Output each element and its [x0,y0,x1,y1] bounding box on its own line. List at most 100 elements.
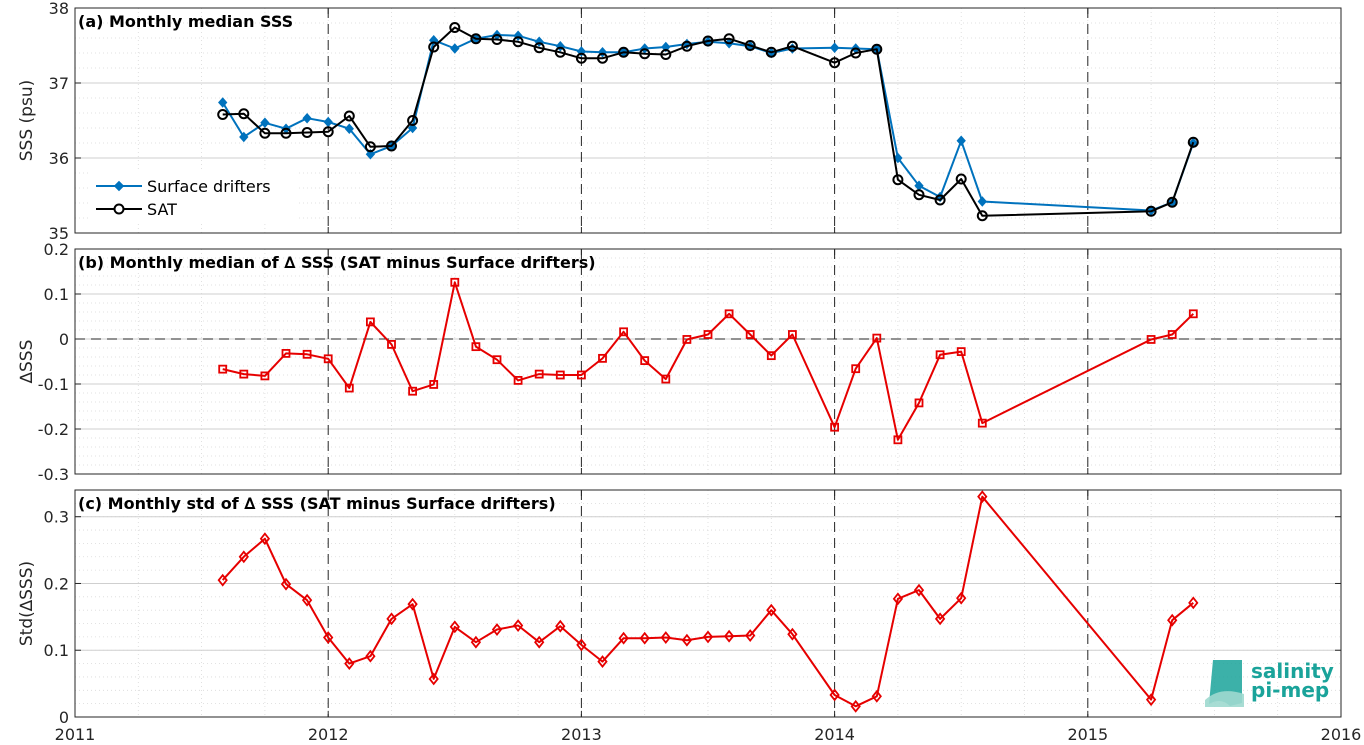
data-point [323,631,334,644]
data-point [280,127,292,139]
data-point [934,194,946,206]
data-point [744,40,756,51]
data-point [956,347,966,357]
data-point [786,40,798,52]
data-point [491,34,503,45]
data-point [829,42,840,54]
data-point [745,330,755,339]
y-tick-label: 0 [59,330,69,349]
data-point [449,22,461,33]
data-point [533,42,545,54]
series-delta-b [218,277,1198,445]
data-point [765,46,777,58]
y-tick-label: 38 [49,0,69,18]
data-point [301,593,313,607]
data-point [597,655,608,669]
data-point [407,597,418,611]
data-point [977,196,987,207]
data-point [851,364,861,374]
y-tick-label: -0.3 [38,465,69,484]
data-point [956,135,966,147]
y-tick-label: 36 [49,149,69,168]
data-point [555,619,566,633]
data-point [429,380,439,389]
data-point [365,649,376,663]
data-point [619,327,628,337]
data-point [428,672,439,686]
data-point [766,351,776,361]
data-point [661,374,671,384]
data-point [681,40,693,52]
data-point [766,603,777,617]
data-point [344,657,355,671]
panel-title: (b) Monthly median of ∆ SSS (SAT minus S… [78,253,596,272]
y-tick-label: 0.3 [44,508,69,527]
data-point [829,57,841,69]
x-tick-label: 2012 [308,725,349,744]
series-line [222,26,1195,217]
data-point [1145,693,1157,707]
y-axis-label: ∆SSS [17,340,37,385]
data-point [554,46,566,58]
data-point [407,122,418,134]
data-point [386,140,397,152]
x-tick-label: 2014 [814,725,855,744]
data-point [703,330,713,339]
data-point [723,629,735,643]
data-point [893,152,903,164]
y-tick-label: 0.2 [44,574,69,593]
series-line [221,495,1194,708]
panel-title: (c) Monthly std of ∆ SSS (SAT minus Surf… [78,494,556,513]
data-point [218,97,228,108]
data-point [1166,196,1178,208]
data-point [470,33,482,45]
data-point [323,354,333,364]
data-point [640,356,650,366]
data-point [829,688,840,702]
data-point [408,386,418,396]
data-point [787,627,798,641]
data-point [724,309,734,319]
data-point [238,108,250,120]
legend-sat-marker [113,203,125,215]
data-point [598,353,607,363]
data-point [618,46,630,58]
data-point [1167,330,1177,339]
data-point [682,335,692,344]
y-axis-label: Std(∆SSS) [17,561,37,646]
data-point [618,631,629,645]
data-point [577,370,586,380]
data-point [660,631,671,644]
data-point [661,41,671,53]
data-point [259,127,271,139]
data-point [976,210,988,222]
data-point [302,112,312,124]
data-point [555,370,565,380]
data-point [892,592,904,606]
data-point [218,364,228,374]
y-axis-label: SSS (psu) [17,80,37,161]
data-point [302,349,312,359]
series-sat [217,22,1199,222]
series-line [222,281,1195,441]
data-point [956,591,967,605]
data-point [893,435,903,445]
data-point [892,174,904,186]
data-point [1187,136,1199,148]
data-point [407,115,419,126]
data-point [239,131,249,143]
data-point [344,123,354,135]
salinity-pimep-logo: salinity pi-mep [1205,659,1334,707]
y-tick-label: 0.1 [44,285,69,304]
data-point [745,629,756,642]
y-tick-label: 37 [49,74,69,93]
plot-area [75,490,1341,717]
data-point [639,48,651,60]
data-point [512,619,524,632]
data-point [871,43,883,55]
data-point [660,49,672,60]
y-tick-label: 0 [59,708,69,727]
y-tick-label: 0.1 [44,641,69,660]
data-point [913,583,925,597]
